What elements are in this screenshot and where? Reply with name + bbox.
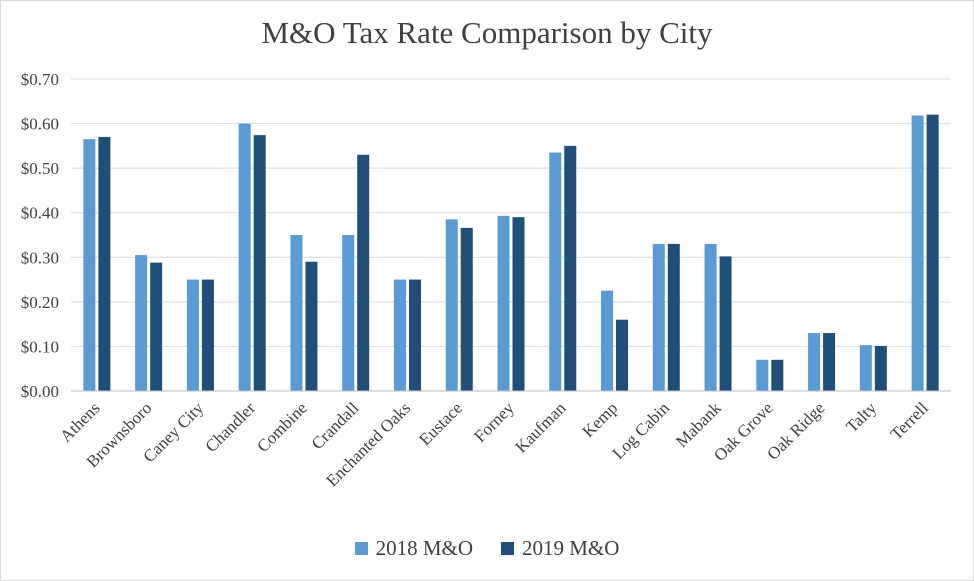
bar-2018-crandall — [342, 235, 355, 391]
legend-item: 2018 M&O — [354, 536, 473, 561]
y-tick-label: $0.60 — [21, 115, 59, 134]
bar-2019-forney — [512, 217, 525, 391]
x-category-label: Eustace — [415, 398, 466, 449]
bar-2019-caney-city — [201, 279, 214, 391]
bar-2018-talty — [859, 345, 872, 391]
bar-2019-terrell — [926, 114, 939, 392]
bar-2019-eustace — [460, 227, 473, 391]
legend-swatch — [354, 542, 368, 555]
x-category-label: Terrell — [887, 398, 932, 443]
bar-2019-chandler — [253, 135, 266, 391]
legend-label: 2018 M&O — [375, 536, 473, 560]
bar-2018-chandler — [238, 123, 251, 392]
legend-label: 2019 M&O — [522, 536, 620, 560]
bar-2018-enchanted-oaks — [393, 279, 406, 391]
bar-2019-athens — [98, 136, 111, 391]
x-category-label: Combine — [253, 398, 311, 456]
chart-legend: 2018 M&O 2019 M&O — [1, 536, 973, 561]
bar-2018-forney — [497, 215, 510, 391]
y-tick-label: $0.00 — [21, 382, 59, 401]
bar-2019-brownsboro — [150, 262, 163, 391]
bar-2018-caney-city — [186, 279, 199, 391]
bar-2018-kemp — [601, 290, 614, 391]
bar-2019-kemp — [616, 319, 629, 391]
y-tick-label: $0.50 — [21, 159, 59, 178]
bar-2019-kaufman — [564, 145, 577, 391]
bar-2018-brownsboro — [135, 255, 148, 391]
x-category-label: Kemp — [579, 398, 622, 441]
y-tick-label: $0.10 — [21, 337, 59, 356]
x-category-label: Log Cabin — [609, 398, 674, 463]
bars — [83, 114, 939, 392]
gridlines — [71, 78, 951, 347]
x-category-label: Kaufman — [511, 398, 570, 457]
bar-2019-enchanted-oaks — [408, 279, 421, 391]
legend-swatch — [501, 542, 514, 555]
bar-2018-eustace — [445, 219, 458, 391]
bar-2019-oak-grove — [771, 359, 784, 391]
y-tick-label: $0.70 — [21, 70, 59, 89]
bar-2019-combine — [305, 261, 318, 391]
y-axis-ticks: $0.00 $0.10 $0.20 $0.30 $0.40 $0.50 $0.60 $0.70 — [21, 70, 59, 401]
bar-2018-kaufman — [549, 152, 562, 391]
bar-2019-oak-ridge — [823, 333, 836, 391]
x-category-label: Athens — [56, 398, 103, 445]
bar-2018-terrell — [911, 115, 924, 391]
chart-title: M&O Tax Rate Comparison by City — [261, 15, 713, 50]
bar-2019-crandall — [357, 154, 370, 391]
bar-2019-talty — [874, 345, 887, 391]
y-tick-label: $0.40 — [21, 204, 59, 223]
bar-2018-athens — [83, 139, 96, 391]
bar-2018-oak-grove — [756, 359, 769, 391]
x-category-label: Talty — [842, 398, 880, 436]
bar-2019-mabank — [719, 256, 732, 391]
y-tick-label: $0.30 — [21, 248, 59, 267]
bar-2018-mabank — [704, 243, 717, 391]
x-category-label: Chandler — [201, 398, 259, 456]
bar-2018-oak-ridge — [808, 333, 821, 391]
x-category-label: Oak Ridge — [763, 398, 828, 463]
legend-item: 2019 M&O — [501, 536, 619, 561]
bar-2019-log-cabin — [667, 243, 680, 391]
bar-2018-combine — [290, 235, 303, 391]
x-category-label: Forney — [470, 398, 518, 446]
bar-2018-log-cabin — [652, 243, 665, 391]
y-tick-label: $0.20 — [21, 293, 59, 312]
